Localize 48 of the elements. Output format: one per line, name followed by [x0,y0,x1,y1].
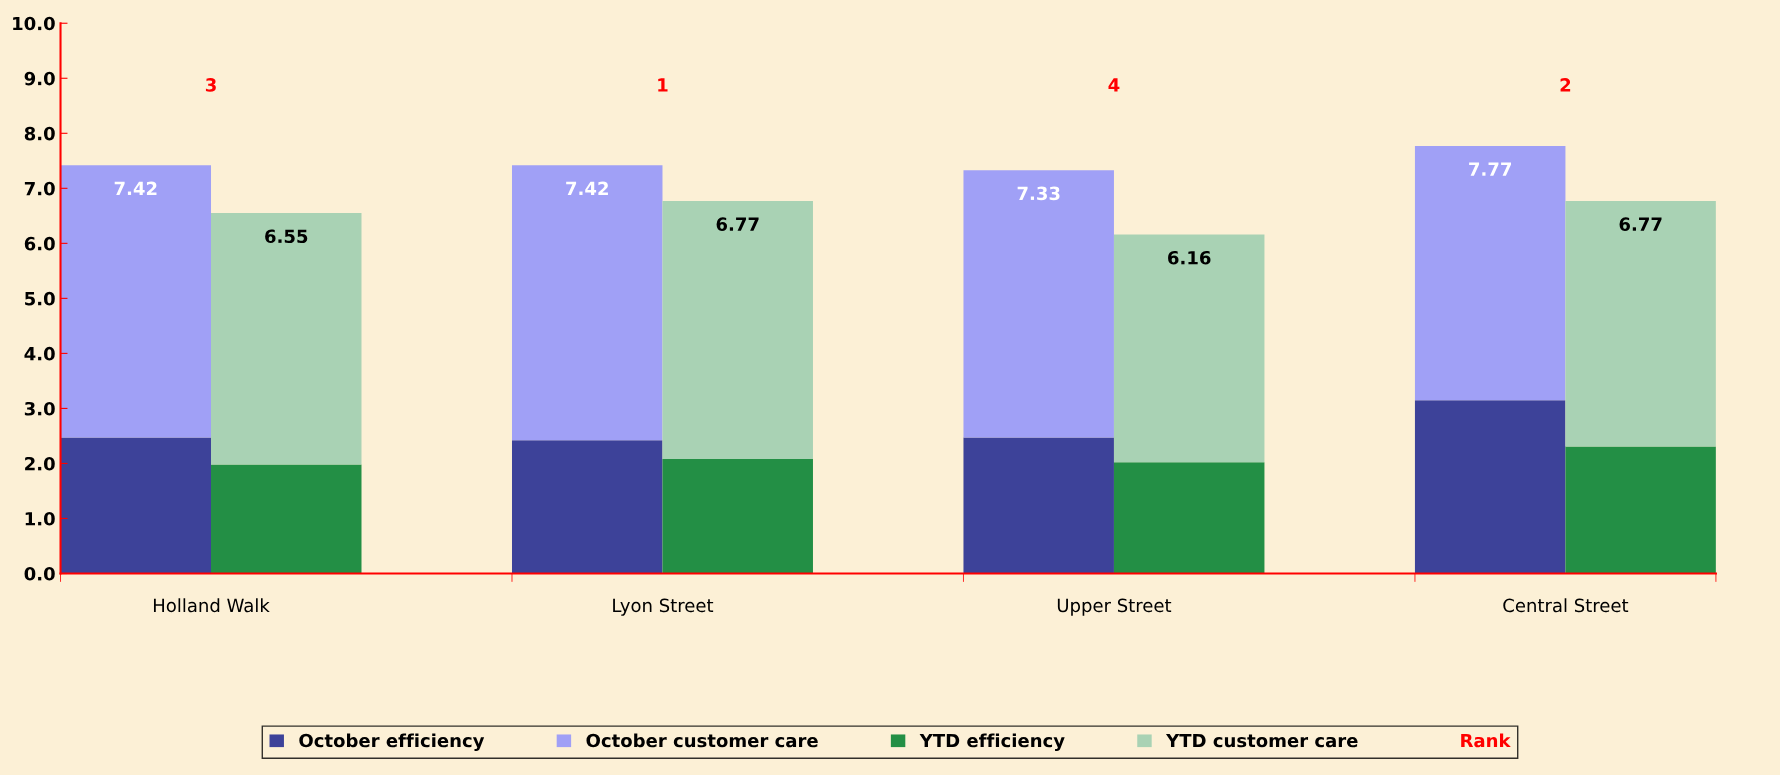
bar [511,440,663,574]
y-tick-label: 3.0 [24,401,55,416]
bar [1113,234,1265,463]
annotation: 3 [205,78,216,92]
total-label: 6.77 [1619,217,1662,231]
y-tick-label: 9.0 [24,71,55,86]
total-label: 6.16 [1168,250,1211,265]
bar [1113,462,1265,574]
y-tick-label: 8.0 [24,126,55,141]
annotation: 1 [658,78,668,92]
legend-label: Rank [1461,733,1511,748]
y-tick-label: 2.0 [25,456,55,471]
bar [662,200,813,460]
total-label: 6.77 [716,217,759,231]
bar [1565,446,1716,574]
y-tick-label: 6.0 [24,236,55,251]
annotation: 4 [1108,78,1120,92]
annotation: 2 [1560,78,1571,92]
total-label: 7.42 [566,181,608,195]
y-tick-label: 5.0 [25,291,55,306]
y-tick-label: 10.0 [13,16,55,31]
bar [60,165,212,438]
bar [963,437,1114,574]
y-tick-label: 4.0 [24,346,55,361]
text: Holland Walk [153,598,270,613]
bar [963,170,1114,438]
legend-label: YTD efficiency [919,733,1065,751]
y-tick-label: 1.0 [25,511,55,526]
total-label: 7.42 [114,181,157,195]
text: Lyon Street [613,598,714,616]
bar [211,464,362,574]
text: Central Street [1503,598,1629,613]
total-label: 7.77 [1469,162,1512,176]
legend-label: October customer care [586,733,818,748]
bar [211,213,362,465]
y-tick-label: 0.0 [24,566,55,581]
text: Upper Street [1057,598,1172,616]
bar [1414,145,1566,401]
bar [511,165,663,441]
legend-label: YTD customer care [1165,733,1358,748]
total-label: 6.55 [265,229,308,244]
bar [1565,200,1716,447]
total-label: 7.33 [1017,186,1060,201]
bar [1414,400,1566,574]
legend-label: October efficiency [299,733,485,751]
bar [60,437,212,574]
bar [662,459,813,574]
y-tick-label: 7.0 [24,181,55,196]
